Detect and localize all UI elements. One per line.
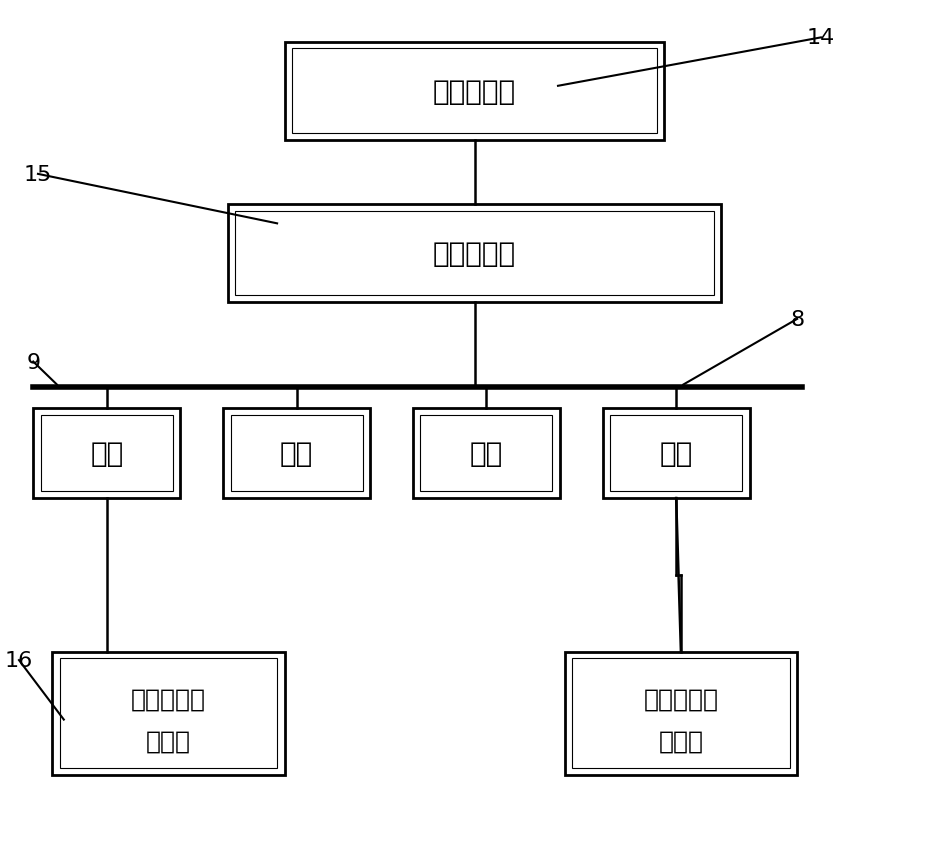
Bar <box>223 409 370 498</box>
Text: 9: 9 <box>27 352 40 372</box>
Text: 14: 14 <box>807 28 835 49</box>
Bar <box>610 416 742 492</box>
Bar <box>420 416 552 492</box>
Text: 15: 15 <box>24 164 52 185</box>
Text: 控制器: 控制器 <box>146 728 191 752</box>
Text: 终端: 终端 <box>660 440 693 468</box>
Bar <box>285 43 664 141</box>
Text: 16: 16 <box>5 650 33 671</box>
Text: 网络控制器: 网络控制器 <box>433 78 516 106</box>
Bar <box>603 409 750 498</box>
Text: 终端: 终端 <box>470 440 503 468</box>
Text: 控制器: 控制器 <box>659 728 703 752</box>
Bar <box>292 49 657 134</box>
Text: 终端: 终端 <box>90 440 123 468</box>
Bar <box>228 204 721 302</box>
Bar <box>33 409 180 498</box>
Bar <box>565 652 797 775</box>
Bar <box>572 659 790 769</box>
Bar <box>52 652 285 775</box>
Bar <box>235 211 714 296</box>
Bar <box>41 416 173 492</box>
Bar <box>413 409 560 498</box>
Text: 屋内外温度: 屋内外温度 <box>131 687 206 711</box>
Text: 数据交换机: 数据交换机 <box>433 239 516 268</box>
Text: 终端: 终端 <box>280 440 313 468</box>
Text: 屋内外温度: 屋内外温度 <box>643 687 718 711</box>
Bar <box>60 659 277 769</box>
Bar <box>231 416 363 492</box>
Text: 8: 8 <box>791 309 804 330</box>
